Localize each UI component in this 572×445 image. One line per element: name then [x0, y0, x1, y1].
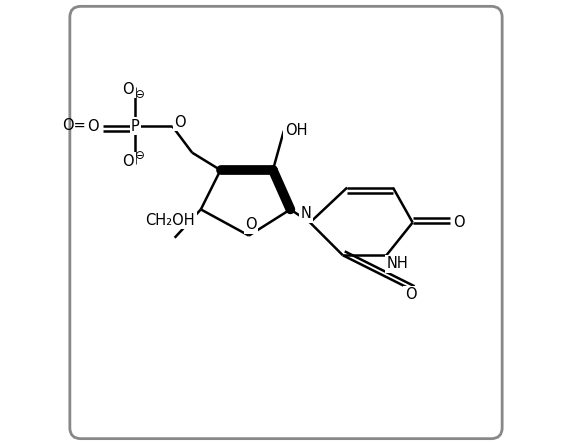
Text: O: O	[174, 114, 186, 129]
Text: N: N	[300, 206, 311, 221]
Text: CH₂OH: CH₂OH	[145, 213, 195, 228]
Text: ⊖: ⊖	[135, 89, 145, 101]
Text: O: O	[404, 287, 416, 302]
Text: OH: OH	[285, 123, 307, 138]
Text: O: O	[454, 215, 465, 230]
Text: O: O	[122, 82, 134, 97]
Text: P: P	[131, 119, 140, 134]
Text: O=: O=	[62, 118, 86, 133]
Text: ⊖: ⊖	[135, 149, 145, 162]
Text: O: O	[122, 154, 134, 169]
Text: NH: NH	[387, 256, 408, 271]
Text: O: O	[87, 119, 99, 134]
Text: O: O	[245, 217, 257, 232]
